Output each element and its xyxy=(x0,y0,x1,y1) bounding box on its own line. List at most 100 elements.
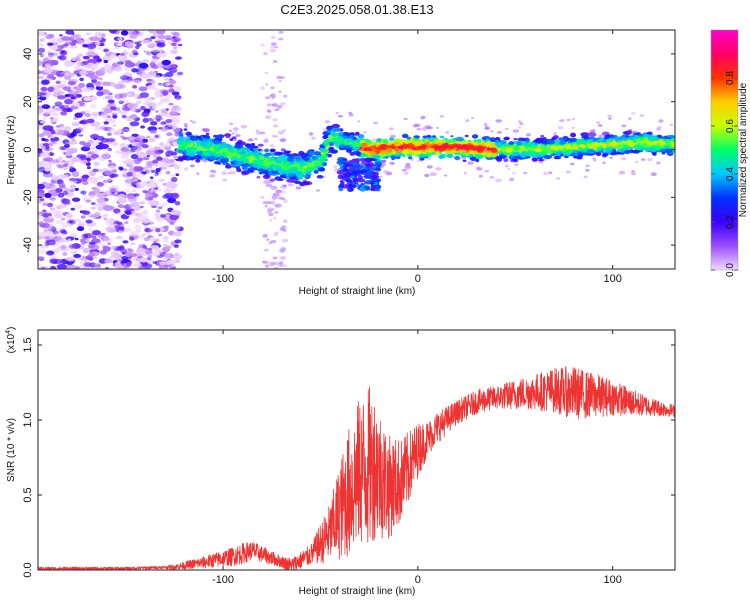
spectrogram-point xyxy=(55,125,61,128)
spectrogram-point xyxy=(118,92,128,99)
spectrogram-point xyxy=(658,119,664,123)
spectrogram-point xyxy=(498,154,506,159)
spectrogram-point xyxy=(274,211,279,214)
spectrogram-point xyxy=(151,252,161,257)
spectrogram-point xyxy=(116,246,125,251)
spectrogram-point xyxy=(336,136,344,141)
spectrogram-point xyxy=(148,200,160,206)
spectrogram-point xyxy=(68,38,75,43)
spectrogram-point xyxy=(92,256,98,260)
spectrogram-point xyxy=(173,127,181,133)
spectrogram-point xyxy=(41,104,51,110)
spectrogram-point xyxy=(76,54,83,59)
spectrogram-point xyxy=(85,199,91,203)
spectrogram-point xyxy=(484,126,491,130)
spectrogram-point xyxy=(597,124,603,127)
spectrogram-point xyxy=(128,30,137,37)
x-tick-label: 0 xyxy=(415,273,421,285)
spectrogram-point xyxy=(38,60,44,66)
spectrogram-point xyxy=(88,62,94,66)
spectrogram-point xyxy=(221,147,229,152)
spectrogram-point xyxy=(95,85,104,91)
spectrogram-point xyxy=(282,167,288,171)
spectrogram-point xyxy=(156,114,162,118)
spectrogram-point xyxy=(44,236,50,240)
spectrogram-point xyxy=(272,60,278,63)
spectrogram-point xyxy=(370,173,375,176)
spectrogram-point xyxy=(518,145,525,150)
spectrogram-point xyxy=(154,74,160,78)
spectrogram-point xyxy=(63,61,74,67)
spectrogram-point xyxy=(71,96,76,100)
spectrogram-point xyxy=(191,120,197,124)
colorbar-tick-label: 0.0 xyxy=(725,263,736,277)
spectrogram-point xyxy=(241,153,248,158)
spectrogram-point xyxy=(38,108,44,114)
spectrogram-point xyxy=(155,209,161,213)
spectrogram-point xyxy=(101,55,112,62)
spectrogram-point xyxy=(380,149,388,154)
spectrogram-point xyxy=(540,134,545,138)
spectrogram-point xyxy=(50,138,56,143)
spectrogram-point xyxy=(49,258,58,264)
spectrogram-point xyxy=(287,183,294,187)
spectrogram-point xyxy=(147,80,153,84)
spectrogram-point xyxy=(93,81,102,86)
spectrogram-point xyxy=(122,188,131,193)
spectrogram-point xyxy=(374,172,379,176)
spectrogram-point xyxy=(46,202,54,208)
spectrogram-point xyxy=(72,157,82,163)
spectrogram-point xyxy=(595,152,602,156)
spectrogram-point xyxy=(131,189,137,193)
spectrogram-point xyxy=(105,218,116,224)
spectrogram-point xyxy=(203,144,211,149)
spectrogram-point xyxy=(520,151,528,156)
spectrogram-point xyxy=(413,135,420,139)
spectrogram-point xyxy=(476,167,483,171)
spectrogram-point xyxy=(342,158,347,161)
spectrogram-point xyxy=(404,171,409,175)
spectrogram-point xyxy=(599,150,605,153)
spectrogram-point xyxy=(344,175,348,178)
colorbar-tick-label: 0.2 xyxy=(725,215,736,229)
spectrogram-point xyxy=(606,146,612,151)
spectrogram-point xyxy=(119,167,124,171)
spectrogram-point xyxy=(572,145,578,150)
spectrogram-point xyxy=(69,220,73,224)
spectrogram-point xyxy=(618,170,626,175)
spectrogram-point xyxy=(174,225,180,230)
y-tick-label: 20 xyxy=(22,96,34,108)
spectrogram-point xyxy=(120,128,127,132)
spectrogram-point xyxy=(138,62,149,69)
spectrogram-point xyxy=(387,153,392,156)
spectrogram-point xyxy=(467,161,474,165)
spectrogram-point xyxy=(278,30,284,34)
spectrogram-point xyxy=(652,152,657,156)
spectrogram-point xyxy=(538,161,544,165)
spectrogram-point xyxy=(151,106,158,110)
spectrogram-point xyxy=(136,229,142,233)
spectrogram-point xyxy=(42,130,52,136)
spectrogram-point xyxy=(175,56,182,60)
snr-multiplier: (x104) xyxy=(5,327,17,354)
spectrogram-point xyxy=(672,143,675,147)
spectrogram-point xyxy=(41,94,46,98)
spectrogram-point xyxy=(432,135,436,138)
spectrogram-point xyxy=(420,127,428,131)
spectrogram-point xyxy=(383,170,389,174)
colorbar-ticks: 0.00.20.40.60.8 xyxy=(711,71,738,277)
spectrogram-point xyxy=(69,177,76,182)
spectrogram-point xyxy=(269,48,277,53)
spectrogram-point xyxy=(473,150,478,154)
spectrogram-point xyxy=(169,111,179,116)
spectrogram-point xyxy=(117,198,127,204)
spectrogram-point xyxy=(609,156,613,159)
spectrogram-point xyxy=(69,184,76,189)
spectrogram-point xyxy=(267,110,272,113)
spectrogram-point xyxy=(265,183,273,188)
spectrogram-point xyxy=(278,130,284,135)
spectrogram-point xyxy=(65,264,78,269)
spectrogram-point xyxy=(229,170,237,175)
spectrogram-point xyxy=(107,132,112,136)
spectrogram-point xyxy=(240,124,248,129)
